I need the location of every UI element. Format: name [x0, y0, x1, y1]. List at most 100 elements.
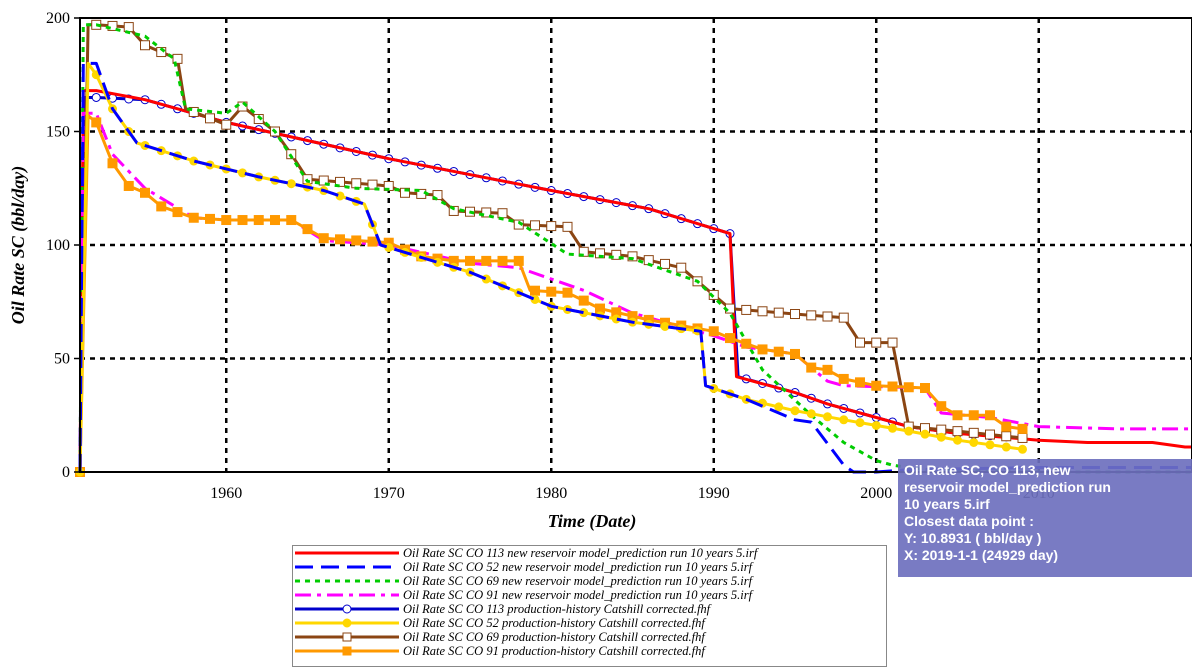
- series-8-marker-24: [465, 255, 475, 266]
- series-7-marker-2: [107, 20, 118, 31]
- series-7-marker-42: [757, 306, 768, 317]
- series-8-marker-6: [172, 207, 183, 218]
- y-tick-label-3: 150: [46, 124, 70, 141]
- tooltip-line-1: Oil Rate SC, CO 113, new: [904, 462, 1071, 478]
- series-7-marker-37: [676, 262, 687, 273]
- series-8-marker-10: [237, 215, 248, 226]
- series-8: [75, 114, 1028, 477]
- series-6-marker-55: [969, 437, 979, 447]
- x-tick-label-0: 1960: [210, 485, 242, 502]
- series-7-marker-6: [172, 53, 183, 64]
- series-8-marker-46: [822, 364, 833, 375]
- series-8-marker-39: [708, 326, 719, 337]
- series-8-marker-16: [335, 234, 345, 245]
- series-6-marker-57: [1001, 442, 1011, 452]
- series-6-marker-47: [839, 415, 849, 425]
- series-7-marker-16: [335, 176, 345, 187]
- legend-marker-7: [342, 632, 352, 642]
- series-7-marker-11: [253, 114, 264, 125]
- series-2-line: [78, 61, 1192, 474]
- series-8-marker-49: [871, 380, 882, 391]
- series-6-marker-13: [286, 179, 296, 189]
- data-point-tooltip: Oil Rate SC, CO 113, new reservoir model…: [898, 459, 1192, 577]
- series-8-marker-1: [91, 117, 102, 128]
- series-8-marker-15: [318, 233, 329, 244]
- series-7-marker-47: [838, 312, 849, 323]
- series-7-marker-39: [708, 289, 719, 300]
- series-layer: [75, 19, 1192, 477]
- legend-entry-4: Oil Rate SC CO 91 new reservoir model_pr…: [293, 588, 886, 602]
- legend-entry-2: Oil Rate SC CO 52 new reservoir model_pr…: [293, 560, 886, 574]
- series-8-marker-51: [903, 382, 914, 393]
- legend-label-1: Oil Rate SC CO 113 new reservoir model_p…: [403, 546, 758, 560]
- series-7-marker-44: [790, 309, 800, 320]
- series-7-marker-8: [205, 113, 215, 124]
- series-7-marker-36: [660, 258, 670, 269]
- series-6-marker-49: [871, 420, 881, 430]
- series-8-marker-3: [123, 180, 134, 191]
- series-8-marker-41: [741, 338, 752, 349]
- series-8-marker-18: [367, 236, 378, 247]
- series-8-marker-11: [253, 215, 264, 226]
- series-6-marker-43: [774, 402, 784, 412]
- series-7-marker-22: [432, 190, 443, 201]
- legend-swatch-1: [295, 551, 399, 555]
- x-axis-title: Time (Date): [548, 511, 637, 532]
- series-7-marker-29: [546, 221, 557, 232]
- legend-label-6: Oil Rate SC CO 52 production-history Cat…: [403, 616, 705, 630]
- series-8-marker-29: [546, 286, 557, 297]
- legend-label-8: Oil Rate SC CO 91 production-history Cat…: [403, 644, 705, 658]
- series-7-marker-23: [448, 205, 459, 216]
- series-7-marker-33: [611, 249, 622, 260]
- series-8-marker-8: [205, 213, 215, 224]
- legend-label-2: Oil Rate SC CO 52 new reservoir model_pr…: [403, 560, 753, 574]
- series-8-marker-57: [1001, 421, 1012, 432]
- series-8-marker-25: [481, 255, 492, 266]
- series-7-marker-45: [806, 310, 817, 321]
- series-7-marker-15: [318, 175, 329, 186]
- y-tick-label-4: 200: [46, 10, 70, 27]
- series-8-marker-42: [757, 344, 768, 355]
- tooltip-line-6: X: 2019-1-1 (24929 day): [904, 547, 1059, 563]
- series-6-marker-44: [790, 406, 800, 416]
- series-8-marker-55: [968, 410, 979, 421]
- series-7-marker-56: [985, 429, 995, 440]
- grid-lines: [80, 18, 1192, 472]
- tooltip-line-2: reservoir model_prediction run: [904, 479, 1111, 495]
- series-8-marker-53: [936, 401, 947, 412]
- legend-marker-8: [342, 646, 352, 656]
- y-tick-label-1: 50: [54, 351, 70, 368]
- series-8-marker-9: [221, 215, 232, 226]
- series-6-marker-36: [660, 322, 670, 332]
- series-7-marker-25: [481, 207, 492, 218]
- series-7-marker-58: [1017, 432, 1028, 443]
- legend-swatch-5: [295, 604, 399, 614]
- series-7: [75, 19, 1028, 477]
- series-7-marker-4: [140, 40, 150, 51]
- legend-label-5: Oil Rate SC CO 113 production-history Ca…: [403, 602, 711, 616]
- chart-legend: Oil Rate SC CO 113 new reservoir model_p…: [292, 545, 887, 667]
- series-8-marker-40: [725, 333, 735, 344]
- series-7-marker-3: [123, 22, 134, 33]
- legend-entry-7: Oil Rate SC CO 69 production-history Cat…: [293, 630, 886, 644]
- series-8-marker-26: [497, 255, 508, 266]
- series-8-marker-27: [513, 255, 524, 266]
- series-7-marker-28: [530, 220, 540, 231]
- x-tick-label-3: 1990: [698, 485, 730, 502]
- series-8-marker-58: [1017, 423, 1028, 434]
- legend-label-3: Oil Rate SC CO 69 new reservoir model_pr…: [403, 574, 753, 588]
- x-tick-label-4: 2000: [860, 485, 892, 502]
- series-5-marker-1: [91, 92, 101, 102]
- legend-entry-3: Oil Rate SC CO 69 new reservoir model_pr…: [293, 574, 886, 588]
- series-7-marker-17: [351, 178, 362, 189]
- series-7-marker-46: [822, 311, 833, 322]
- y-axis-title: Oil Rate SC (bbl/day): [8, 166, 29, 325]
- series-6-marker-58: [1018, 444, 1027, 454]
- series-4: [78, 111, 1192, 473]
- series-8-marker-56: [985, 410, 995, 421]
- series-8-marker-5: [156, 201, 167, 212]
- series-7-marker-18: [367, 179, 378, 190]
- series-7-marker-9: [221, 119, 232, 130]
- series-7-marker-48: [855, 337, 865, 348]
- legend-swatch-2: [295, 565, 399, 569]
